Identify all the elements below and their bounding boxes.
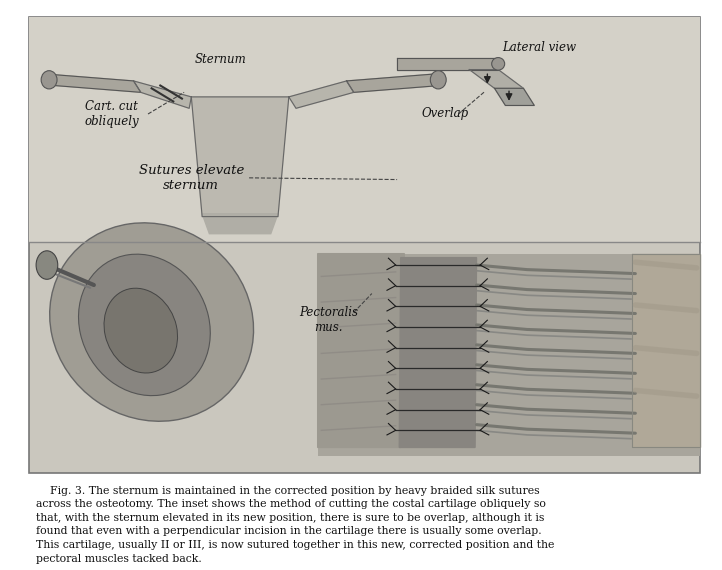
- Text: Cart. cut
obliquely: Cart. cut obliquely: [84, 100, 139, 128]
- Ellipse shape: [492, 58, 505, 70]
- Polygon shape: [495, 88, 534, 105]
- Text: Pectoralis
mus.: Pectoralis mus.: [299, 306, 358, 335]
- Text: Overlap: Overlap: [422, 108, 469, 120]
- Ellipse shape: [104, 288, 178, 373]
- Text: Sternum: Sternum: [194, 54, 246, 66]
- Polygon shape: [632, 254, 700, 447]
- Ellipse shape: [430, 71, 446, 89]
- Text: Fig. 3. The sternum is maintained in the corrected position by heavy braided sil: Fig. 3. The sternum is maintained in the…: [36, 486, 554, 564]
- Text: Sutures elevate
sternum: Sutures elevate sternum: [139, 164, 244, 192]
- Polygon shape: [289, 81, 354, 108]
- Polygon shape: [202, 214, 278, 234]
- Ellipse shape: [79, 254, 210, 396]
- FancyBboxPatch shape: [318, 254, 700, 456]
- Polygon shape: [347, 74, 440, 92]
- Polygon shape: [47, 74, 141, 92]
- Ellipse shape: [50, 223, 253, 421]
- Polygon shape: [397, 58, 498, 70]
- FancyBboxPatch shape: [29, 17, 700, 473]
- Ellipse shape: [41, 71, 57, 89]
- Polygon shape: [134, 81, 191, 108]
- Ellipse shape: [36, 251, 58, 279]
- FancyBboxPatch shape: [29, 17, 700, 242]
- Polygon shape: [469, 70, 523, 88]
- Polygon shape: [399, 258, 477, 447]
- Polygon shape: [318, 254, 404, 447]
- Polygon shape: [191, 97, 289, 217]
- Text: Lateral view: Lateral view: [502, 42, 575, 54]
